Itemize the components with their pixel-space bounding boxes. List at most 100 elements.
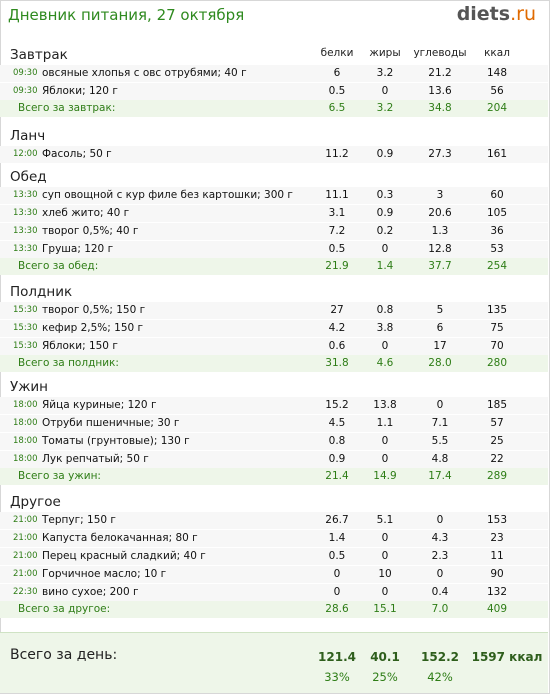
food-name-link[interactable]: вино сухое; 200 г: [42, 586, 139, 598]
food-name-link[interactable]: Груша; 120 г: [42, 243, 114, 255]
food-entry-row[interactable]: 18:00 Томаты (грунтовые); 130 г 0.8 0 5.5 25: [0, 432, 548, 450]
food-name-link[interactable]: Яблоки; 120 г: [42, 85, 118, 97]
entry-kcal: 25: [490, 435, 504, 447]
food-entry-row[interactable]: 18:00 Отруби пшеничные; 30 г 4.5 1.1 7.1 57: [0, 414, 548, 432]
meal-total-fat: 14.9: [373, 470, 397, 482]
entry-kcal: 36: [490, 225, 504, 237]
meal-total-carbs: 28.0: [428, 357, 452, 369]
food-entry-row[interactable]: 18:00 Лук репчатый; 50 г 0.9 0 4.8 22: [0, 450, 548, 468]
day-percent-protein: 33%: [324, 670, 350, 684]
food-entry-row[interactable]: 09:30 Яблоки; 120 г 0.5 0 13.6 56: [0, 82, 548, 100]
food-name-link[interactable]: Капуста белокачанная; 80 г: [42, 532, 198, 544]
site-logo[interactable]: diets.ru: [457, 3, 536, 25]
food-name-link[interactable]: Яблоки; 150 г: [42, 340, 118, 352]
food-name-link[interactable]: Перец красный сладкий; 40 г: [42, 550, 206, 562]
entry-time: 22:30: [13, 587, 38, 597]
food-entry-row[interactable]: 13:30 хлеб жито; 40 г 3.1 0.9 20.6 105: [0, 204, 548, 222]
meal-section-title: Ланч: [10, 128, 46, 144]
food-entry-row[interactable]: 15:30 Яблоки; 150 г 0.6 0 17 70: [0, 337, 548, 355]
logo-name: diets: [456, 3, 511, 25]
entry-carbs: 3: [436, 189, 444, 201]
day-total-panel: Всего за день: 121.4 40.1 152.2 1597 кка…: [0, 632, 548, 693]
food-entry-row[interactable]: 18:00 Яйца куриные; 120 г 15.2 13.8 0 185: [0, 397, 548, 414]
entry-protein: 11.2: [325, 148, 349, 160]
food-entry-row[interactable]: 13:30 Груша; 120 г 0.5 0 12.8 53: [0, 240, 548, 258]
entry-kcal: 148: [486, 67, 508, 79]
entry-fat: 0.9: [376, 207, 394, 219]
day-percent-fat: 25%: [372, 670, 398, 684]
meal-total-row: Всего за другое: 28.6 15.1 7.0 409: [0, 601, 548, 618]
entry-fat: 3.2: [376, 67, 394, 79]
food-name-link[interactable]: Лук репчатый; 50 г: [42, 453, 149, 465]
food-name-link[interactable]: Горчичное масло; 10 г: [42, 568, 167, 580]
food-name-link[interactable]: Фасоль; 50 г: [42, 148, 112, 160]
entry-time: 18:00: [13, 436, 38, 446]
entry-fat: 10: [378, 568, 392, 580]
entry-protein: 26.7: [325, 514, 349, 526]
food-name-link[interactable]: суп овощной с кур филе без картошки; 300…: [42, 189, 293, 201]
meal-total-label: Всего за другое:: [18, 603, 111, 615]
food-name-link[interactable]: Терпуг; 150 г: [42, 514, 116, 526]
entry-carbs: 5.5: [431, 435, 449, 447]
food-entry-row[interactable]: 12:00 Фасоль; 50 г 11.2 0.9 27.3 161: [0, 146, 548, 163]
food-entry-row[interactable]: 13:30 творог 0,5%; 40 г 7.2 0.2 1.3 36: [0, 222, 548, 240]
food-entry-row[interactable]: 15:30 кефир 2,5%; 150 г 4.2 3.8 6 75: [0, 319, 548, 337]
food-entry-row[interactable]: 21:00 Капуста белокачанная; 80 г 1.4 0 4.3 23: [0, 529, 548, 547]
entry-fat: 0: [381, 550, 389, 562]
entry-protein: 1.4: [328, 532, 346, 544]
entry-carbs: 5: [436, 304, 444, 316]
entry-carbs: 7.1: [431, 417, 449, 429]
food-name-link[interactable]: Яйца куриные; 120 г: [42, 399, 157, 411]
entry-time: 12:00: [13, 149, 38, 159]
entry-time: 15:30: [13, 341, 38, 351]
entry-time: 21:00: [13, 515, 38, 525]
meal-total-protein: 31.8: [325, 357, 349, 369]
entry-fat: 0.3: [376, 189, 394, 201]
food-name-link[interactable]: Томаты (грунтовые); 130 г: [42, 435, 190, 447]
entry-kcal: 153: [486, 514, 508, 526]
entry-kcal: 105: [486, 207, 508, 219]
entry-fat: 0: [381, 435, 389, 447]
entry-kcal: 53: [490, 243, 504, 255]
day-total-label: Всего за день:: [10, 647, 118, 663]
column-header-protein: белки: [320, 47, 354, 59]
food-name-link[interactable]: овсяные хлопья с овс отрубями; 40 г: [42, 67, 247, 79]
food-name-link[interactable]: творог 0,5%; 40 г: [42, 225, 139, 237]
food-name-link[interactable]: хлеб жито; 40 г: [42, 207, 130, 219]
meal-total-fat: 15.1: [373, 603, 397, 615]
entry-time: 13:30: [13, 190, 38, 200]
meal-total-row: Всего за завтрак: 6.5 3.2 34.8 204: [0, 100, 548, 117]
food-entry-row[interactable]: 21:00 Горчичное масло; 10 г 0 10 0 90: [0, 565, 548, 583]
meal-section-title: Завтрак: [10, 47, 68, 63]
column-header-kcal: ккал: [484, 47, 510, 59]
entry-time: 09:30: [13, 68, 38, 78]
entry-fat: 0: [381, 340, 389, 352]
meal-total-carbs: 7.0: [431, 603, 449, 615]
food-entry-row[interactable]: 22:30 вино сухое; 200 г 0 0 0.4 132: [0, 583, 548, 601]
entry-time: 15:30: [13, 305, 38, 315]
entry-protein: 4.2: [328, 322, 346, 334]
food-entry-row[interactable]: 15:30 творог 0,5%; 150 г 27 0.8 5 135: [0, 302, 548, 319]
entry-protein: 0.6: [328, 340, 346, 352]
entry-kcal: 11: [490, 550, 504, 562]
food-entry-row[interactable]: 21:00 Перец красный сладкий; 40 г 0.5 0 2.3 1…: [0, 547, 548, 565]
meal-total-carbs: 17.4: [428, 470, 452, 482]
entry-fat: 0: [381, 453, 389, 465]
food-name-link[interactable]: творог 0,5%; 150 г: [42, 304, 146, 316]
meal-total-row: Всего за полдник: 31.8 4.6 28.0 280: [0, 355, 548, 372]
entry-time: 21:00: [13, 551, 38, 561]
entry-fat: 0.8: [376, 304, 394, 316]
food-entry-row[interactable]: 13:30 суп овощной с кур филе без картошки…: [0, 187, 548, 204]
meal-section-title: Обед: [10, 169, 47, 185]
food-name-link[interactable]: кефир 2,5%; 150 г: [42, 322, 144, 334]
entry-protein: 0.9: [328, 453, 346, 465]
food-entry-row[interactable]: 09:30 овсяные хлопья с овс отрубями; 40 г…: [0, 65, 548, 82]
meal-section-title: Ужин: [10, 379, 48, 395]
entry-fat: 13.8: [373, 399, 397, 411]
entry-kcal: 161: [486, 148, 508, 160]
meal-total-kcal: 254: [486, 260, 508, 272]
meal-total-kcal: 409: [486, 603, 508, 615]
meal-total-carbs: 37.7: [428, 260, 452, 272]
food-name-link[interactable]: Отруби пшеничные; 30 г: [42, 417, 180, 429]
food-entry-row[interactable]: 21:00 Терпуг; 150 г 26.7 5.1 0 153: [0, 512, 548, 529]
